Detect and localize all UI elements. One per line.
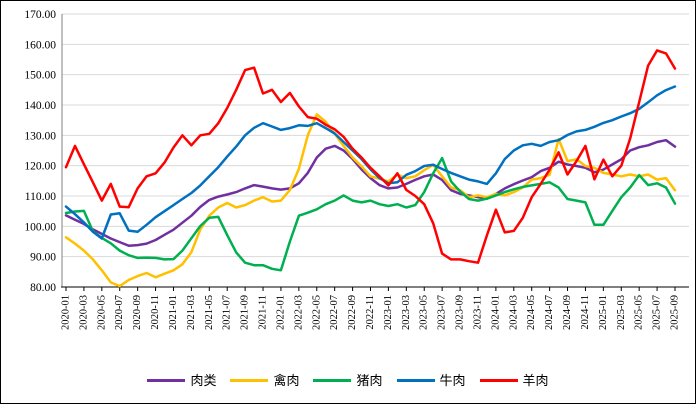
- x-axis-tick-label: 2023-03: [401, 295, 412, 330]
- legend-item-肉类: 肉类: [147, 374, 216, 387]
- legend-label: 肉类: [190, 372, 217, 388]
- x-axis-tick-label: 2025-05: [634, 295, 645, 330]
- x-axis-tick-label: 2021-05: [204, 295, 215, 330]
- legend-item-牛肉: 牛肉: [396, 372, 466, 388]
- legend-line-swatch: [147, 378, 186, 382]
- series-line-肉类: [64, 138, 677, 247]
- x-axis-tick-label: 2023-05: [419, 295, 430, 330]
- legend-item-猪肉: 猪肉: [313, 372, 383, 388]
- x-axis-tick-label: 2021-11: [258, 295, 269, 330]
- y-axis-tick-label: 120.00: [24, 161, 56, 173]
- x-axis-tick-label: 2022-09: [347, 295, 358, 330]
- legend-label: 禽肉: [273, 372, 300, 388]
- legend-label: 猪肉: [356, 372, 383, 388]
- x-axis-tick-label: 2020-09: [132, 295, 143, 330]
- x-axis-tick-label: 2023-11: [472, 295, 483, 330]
- legend-label: 羊肉: [522, 372, 549, 388]
- x-axis-tick-label: 2021-09: [240, 295, 251, 330]
- x-axis-tick-label: 2024-01: [490, 295, 501, 330]
- x-axis-tick-label: 2020-11: [150, 295, 161, 330]
- x-axis-tick-label: 2022-03: [293, 295, 304, 330]
- x-axis-tick-label: 2023-01: [383, 295, 394, 330]
- x-axis-tick-label: 2020-01: [61, 295, 72, 330]
- y-axis-tick-label: 110.00: [25, 191, 56, 203]
- y-axis-tick-label: 80.00: [30, 282, 56, 294]
- y-axis-tick-label: 140.00: [24, 100, 56, 112]
- series-line-牛肉: [64, 85, 677, 240]
- x-axis-tick-label: 2025-07: [652, 295, 663, 330]
- x-axis-tick-label: 2023-09: [455, 295, 466, 330]
- x-axis-tick-label: 2024-03: [508, 295, 519, 330]
- legend-line-swatch: [313, 378, 352, 382]
- legend-line-swatch: [230, 378, 269, 382]
- x-axis-tick-label: 2025-03: [616, 295, 627, 330]
- y-axis-tick-label: 160.00: [24, 39, 56, 51]
- legend-item-羊肉: 羊肉: [479, 372, 549, 388]
- x-axis-tick-label: 2021-01: [168, 295, 179, 330]
- x-axis-tick-label: 2021-07: [222, 295, 233, 330]
- y-axis-tick-label: 130.00: [24, 130, 56, 142]
- y-axis-tick-label: 90.00: [30, 252, 56, 264]
- x-axis-tick-label: 2024-07: [544, 295, 555, 330]
- x-axis-tick-label: 2024-11: [580, 295, 591, 330]
- x-axis-tick-label: 2022-01: [275, 295, 286, 330]
- x-axis-tick-label: 2020-07: [114, 295, 125, 330]
- x-axis-tick-label: 2024-09: [562, 295, 573, 330]
- x-axis-tick-label: 2020-05: [96, 295, 107, 330]
- x-axis-tick-label: 2022-07: [329, 295, 340, 330]
- legend-line-swatch: [479, 378, 518, 382]
- x-axis-tick-label: 2024-05: [526, 295, 537, 330]
- legend-line-swatch: [396, 378, 435, 382]
- x-axis-tick-label: 2022-11: [365, 295, 376, 330]
- legend-item-禽肉: 禽肉: [230, 374, 299, 387]
- x-axis-tick-label: 2023-07: [437, 295, 448, 330]
- x-axis-tick-label: 2025-01: [598, 295, 609, 330]
- y-axis-tick-label: 150.00: [24, 70, 56, 82]
- y-axis-tick-label: 170.00: [24, 9, 56, 21]
- x-axis-tick-label: 2025-09: [670, 295, 681, 330]
- x-axis-tick-label: 2021-03: [186, 295, 197, 330]
- chart-legend: 肉类 禽肉 猪肉 牛肉 羊肉: [1, 367, 695, 393]
- y-axis-tick-label: 100.00: [24, 221, 56, 233]
- series-line-羊肉: [64, 49, 677, 264]
- x-axis-tick-label: 2020-03: [78, 295, 89, 330]
- legend-label: 牛肉: [439, 372, 466, 388]
- x-axis-tick-label: 2022-05: [311, 295, 322, 330]
- series-line-猪肉: [64, 156, 677, 272]
- series-line-禽肉: [64, 113, 677, 288]
